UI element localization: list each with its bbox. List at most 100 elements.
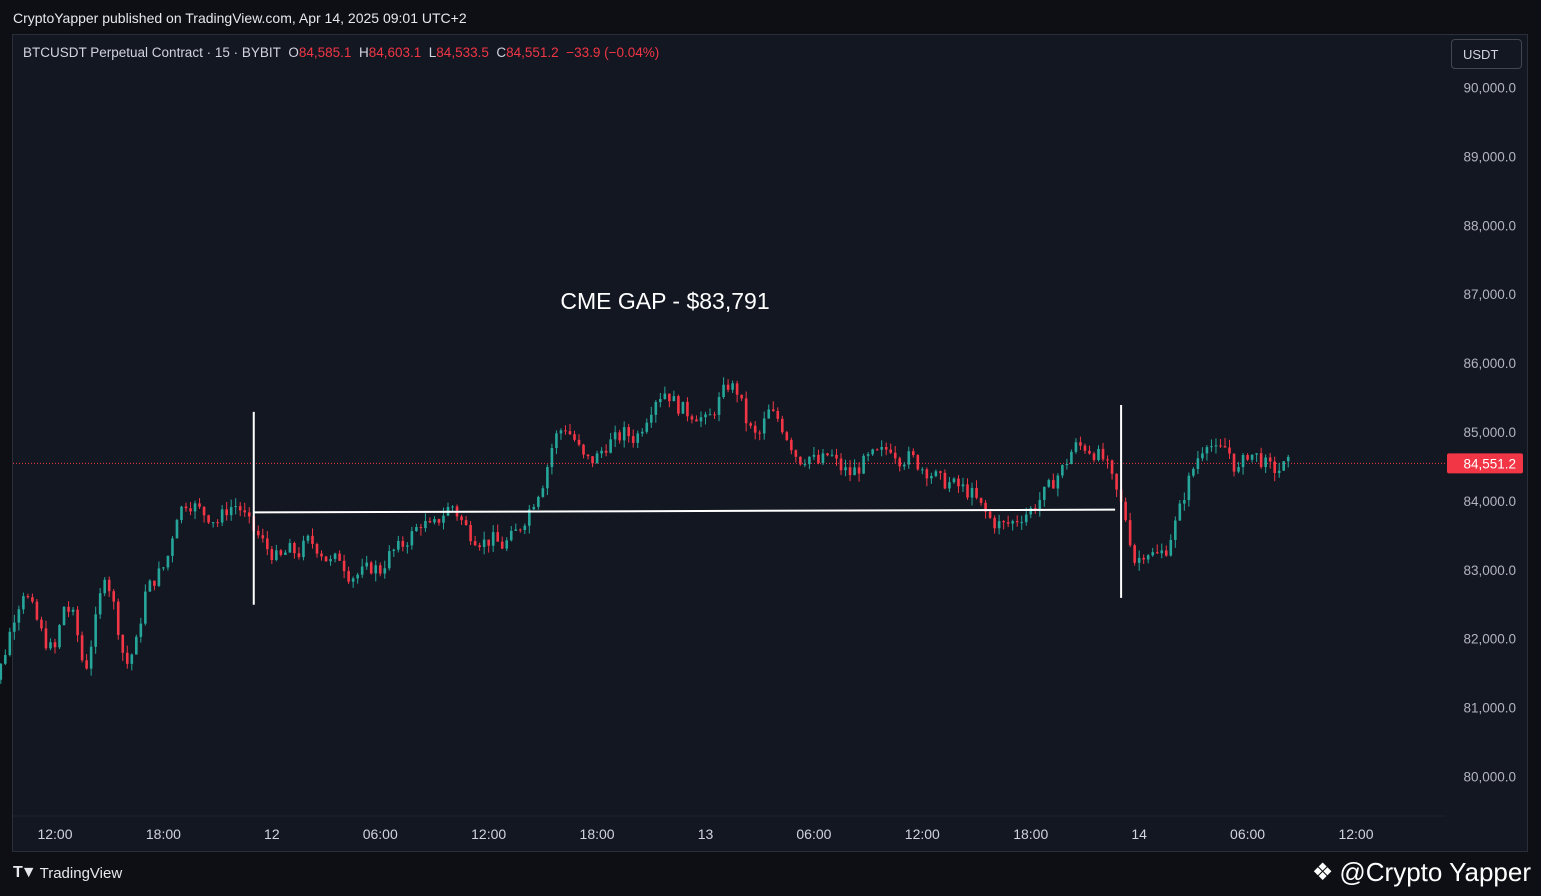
y-tick-label: 90,000.0 (1463, 81, 1516, 96)
watermark: ❖ @Crypto Yapper (1312, 857, 1531, 888)
candle-body (424, 521, 427, 529)
candle-body (266, 538, 269, 550)
x-tick-label: 12:00 (905, 826, 940, 842)
tradingview-brand: TradingView (39, 864, 123, 882)
candle-body (717, 397, 721, 415)
tradingview-logo[interactable]: T▼ TradingView (13, 864, 122, 882)
candle-body (397, 540, 400, 550)
candle-body (1210, 446, 1213, 448)
candle-body (821, 453, 825, 464)
legend-low-value: 84,533.5 (436, 45, 489, 60)
candle-body (893, 452, 897, 459)
candle-body (839, 458, 843, 471)
candle-body (347, 571, 350, 582)
candle-body (984, 502, 987, 512)
candle-body (491, 532, 495, 546)
candle-body (329, 559, 332, 562)
y-tick-label: 89,000.0 (1463, 149, 1516, 164)
candle-body (636, 433, 640, 443)
candle-body (889, 449, 893, 453)
candle-body (1088, 450, 1091, 454)
candle-body (44, 628, 48, 649)
candle-body (591, 456, 594, 464)
x-tick-label: 18:00 (146, 826, 181, 842)
candle-body (622, 427, 626, 441)
candle-body (433, 519, 436, 523)
candle-body (537, 496, 540, 507)
candle-body (898, 458, 902, 467)
candle-body (1219, 445, 1222, 447)
candle-body (790, 439, 793, 451)
candle-body (1205, 447, 1209, 454)
chart-pane[interactable] (12, 34, 1528, 852)
candle-body (731, 383, 734, 390)
candle-body (1015, 521, 1019, 523)
candle-body (302, 540, 305, 558)
candle-body (1029, 508, 1033, 515)
candle-body (162, 567, 165, 569)
last-price-badge (1447, 453, 1523, 474)
legend-low-label: L (428, 45, 437, 60)
candle-body (1155, 552, 1159, 554)
candle-body (1273, 461, 1276, 474)
candle-body (857, 467, 861, 474)
candle-body (997, 521, 1001, 529)
candle-body (103, 579, 106, 594)
candle-body (568, 431, 572, 435)
candle-body (62, 606, 66, 626)
candle-body (284, 552, 287, 555)
candle-body (478, 545, 481, 548)
candle-body (1187, 475, 1191, 501)
candle-body (419, 527, 423, 529)
candle-body (247, 512, 251, 517)
candle-body (1268, 457, 1272, 462)
candle-body (135, 636, 138, 655)
candle-body (627, 427, 631, 437)
currency-button[interactable]: USDT (1451, 39, 1522, 69)
candle-body (966, 484, 969, 498)
candle-body (758, 432, 762, 434)
candle-body (53, 642, 57, 648)
candle-body (1137, 557, 1141, 563)
x-tick-label: 12 (264, 826, 280, 842)
candle-body (613, 432, 617, 440)
x-tick-label: 12:00 (37, 826, 72, 842)
candle-body (338, 553, 341, 561)
candle-body (320, 553, 323, 557)
candle-body (107, 579, 111, 592)
candle-body (564, 430, 567, 432)
candle-body (921, 469, 924, 471)
candle-body (238, 506, 242, 511)
candle-body (1061, 465, 1064, 476)
candle-body (559, 430, 563, 434)
candle-body (383, 568, 387, 574)
candle-body (1056, 475, 1060, 489)
candle-body (35, 601, 39, 620)
candle-body (740, 394, 743, 399)
candle-body (387, 551, 391, 569)
candle-body (139, 623, 143, 637)
candle-body (401, 540, 405, 547)
candle-body (49, 642, 52, 649)
candle-body (324, 556, 328, 562)
candle-body (943, 472, 947, 489)
tradingview-icon: T▼ (13, 864, 37, 881)
candle-body (1146, 555, 1150, 560)
candle-body (835, 454, 838, 459)
candle-body (189, 508, 192, 512)
candle-body (1183, 500, 1186, 504)
candle-body (649, 414, 653, 423)
candle-body (157, 568, 161, 586)
candles (0, 377, 1290, 684)
candle-body (1246, 455, 1249, 460)
candle-body (708, 414, 712, 416)
candle-body (1106, 459, 1109, 461)
candle-body (13, 622, 16, 632)
y-tick-label: 83,000.0 (1463, 563, 1516, 578)
legend-close-label: C (496, 45, 507, 60)
y-tick-label: 80,000.0 (1463, 770, 1516, 785)
candle-body (808, 456, 811, 465)
candle-body (1237, 467, 1240, 472)
candle-body (744, 398, 748, 424)
